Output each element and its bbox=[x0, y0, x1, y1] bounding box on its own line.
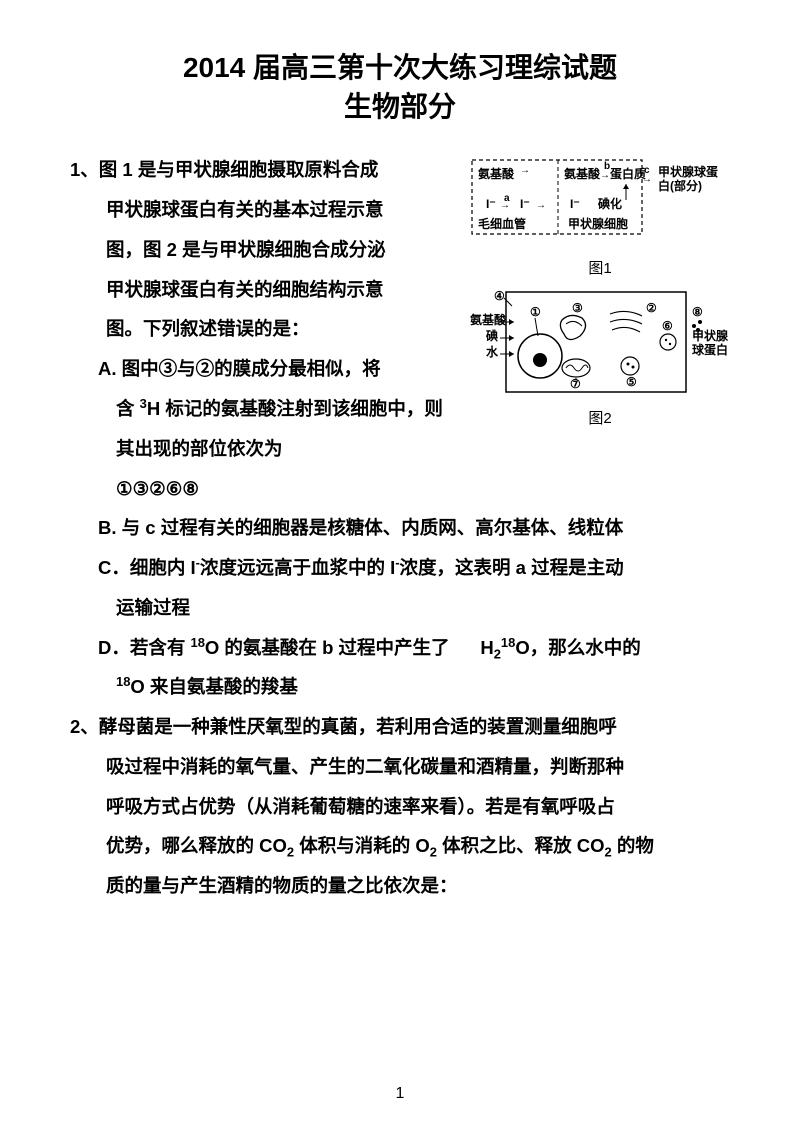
fig1-cap: 毛细血管 bbox=[478, 216, 526, 231]
fig2-n6: ⑥ bbox=[662, 319, 673, 333]
fig1-cell: 甲状腺细胞 bbox=[568, 216, 628, 231]
svg-text:→: → bbox=[520, 165, 530, 176]
fig2-iodine: 碘 bbox=[485, 328, 498, 343]
svg-text:→: → bbox=[642, 174, 652, 185]
q1-option-c: C．细胞内 I-浓度远远高于血浆中的 I-浓度，这表明 a 过程是主动 bbox=[70, 548, 730, 588]
svg-text:→: → bbox=[536, 200, 546, 211]
fig2-n2: ② bbox=[646, 301, 657, 315]
figure-1: 氨基酸 → 氨基酸 b → 蛋白质 c → 甲状腺球蛋 白(部分) I⁻ a →… bbox=[470, 156, 730, 251]
figure-2: 氨基酸 碘 水 甲状腺 球蛋白 ① ④ ③ ② bbox=[470, 286, 730, 401]
svg-text:→: → bbox=[500, 200, 510, 211]
q1-number: 1、 bbox=[70, 159, 99, 180]
fig1-I2-mid: I⁻ bbox=[520, 197, 530, 211]
fig1-aa1: 氨基酸 bbox=[478, 166, 515, 181]
figure-1-caption: 图1 bbox=[470, 253, 730, 285]
page-title: 2014 届高三第十次大练习理综试题 生物部分 bbox=[70, 48, 730, 126]
figure-container: 氨基酸 → 氨基酸 b → 蛋白质 c → 甲状腺球蛋 白(部分) I⁻ a →… bbox=[470, 156, 730, 435]
q1-option-b: B. 与 c 过程有关的细胞器是核糖体、内质网、高尔基体、线粒体 bbox=[70, 508, 730, 548]
fig1-I2: I⁻ bbox=[570, 197, 580, 211]
fig2-n1: ① bbox=[530, 305, 541, 319]
fig2-water: 水 bbox=[486, 344, 499, 359]
svg-text:球蛋白: 球蛋白 bbox=[692, 342, 728, 357]
fig2-n5: ⑤ bbox=[626, 375, 637, 389]
fig2-aa: 氨基酸 bbox=[470, 312, 507, 327]
fig2-n3: ③ bbox=[572, 301, 583, 315]
svg-text:白(部分): 白(部分) bbox=[658, 178, 702, 193]
fig1-aa2: 氨基酸 bbox=[564, 166, 601, 181]
figure-2-caption: 图2 bbox=[470, 403, 730, 435]
page-number: 1 bbox=[0, 1085, 800, 1103]
fig1-protein: 蛋白质 bbox=[610, 166, 646, 181]
fig2-n4: ④ bbox=[494, 289, 505, 303]
fig2-n8: ⑧ bbox=[692, 305, 703, 319]
fig1-iodinate: 碘化 bbox=[597, 196, 622, 211]
svg-text:→: → bbox=[600, 170, 610, 181]
document-body: 氨基酸 → 氨基酸 b → 蛋白质 c → 甲状腺球蛋 白(部分) I⁻ a →… bbox=[70, 150, 730, 906]
q2-number: 2、 bbox=[70, 716, 99, 737]
fig1-thyro-1: 甲状腺球蛋 bbox=[658, 164, 718, 179]
question-2: 2、酵母菌是一种兼性厌氧型的真菌，若利用合适的装置测量细胞呼 吸过程中消耗的氧气… bbox=[70, 707, 730, 906]
fig1-I1: I⁻ bbox=[486, 197, 496, 211]
q1-option-d: D．若含有 18O 的氨基酸在 b 过程中产生了 H218O，那么水中的 bbox=[70, 628, 730, 668]
